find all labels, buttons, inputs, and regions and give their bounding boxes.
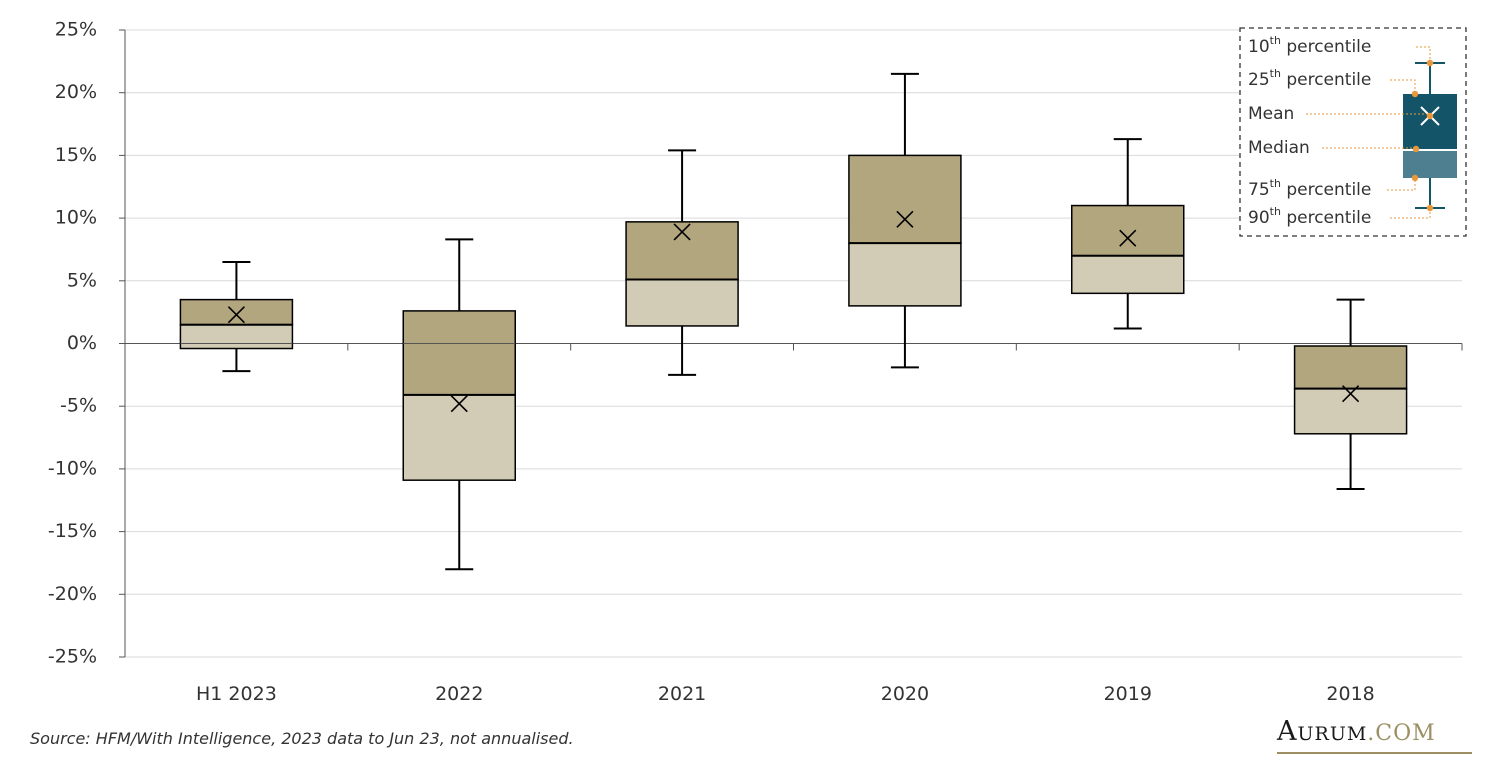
y-tick-label: -25% — [48, 646, 97, 668]
mean-marker — [1119, 229, 1137, 247]
box-h1-2023 — [179, 260, 294, 373]
box-2020 — [848, 72, 962, 369]
legend: 10th percentile 25th percentile Mean Median… — [1239, 27, 1467, 237]
legend-label: Median — [1248, 138, 1310, 158]
legend-dot — [1412, 145, 1420, 153]
x-tick-label: 2018 — [1326, 683, 1374, 705]
y-tick-label: 10% — [55, 207, 97, 229]
lower-quartile-box — [848, 242, 962, 307]
x-tick-label: 2021 — [658, 683, 706, 705]
y-tick-label: -15% — [48, 520, 97, 542]
x-tick-label: H1 2023 — [196, 683, 277, 705]
source-note: Source: HFM/With Intelligence, 2023 data… — [30, 729, 574, 748]
legend-leader — [1387, 178, 1416, 191]
y-tick-label: -10% — [48, 457, 97, 479]
legend-leader — [1390, 208, 1431, 219]
lower-quartile-box — [179, 323, 294, 350]
y-tick-label: 15% — [55, 144, 97, 166]
lower-quartile-box — [1071, 254, 1185, 295]
box-series — [179, 72, 1408, 571]
box-2018 — [1293, 298, 1408, 490]
upper-quartile-box — [1293, 345, 1408, 390]
x-axis-ticks: H1 2023 2022 2021 2020 2019 2018 — [196, 683, 1375, 705]
mean-marker — [1342, 385, 1360, 403]
y-tick-label: -20% — [48, 583, 97, 605]
legend-dot — [1426, 204, 1434, 212]
legend-label: Mean — [1248, 104, 1294, 124]
legend-label: 10th percentile — [1248, 34, 1371, 57]
lower-quartile-box — [402, 394, 516, 481]
mean-marker — [450, 395, 468, 413]
mean-marker — [896, 210, 914, 228]
x-tick-label: 2022 — [435, 683, 483, 705]
legend-label: 25th percentile — [1248, 67, 1371, 90]
lower-quartile-box — [625, 278, 739, 327]
upper-quartile-box — [402, 310, 516, 396]
legend-upper-box — [1403, 94, 1457, 149]
box-2022 — [402, 238, 516, 571]
legend-dot — [1411, 174, 1419, 182]
legend-label: 90th percentile — [1248, 205, 1371, 228]
x-tick-label: 2020 — [881, 683, 929, 705]
legend-dot — [1426, 112, 1434, 120]
axes — [119, 29, 1463, 658]
lower-quartile-box — [1293, 387, 1408, 435]
y-tick-label: 0% — [67, 332, 97, 354]
logo-main-text: Aurum — [1277, 716, 1368, 747]
y-tick-label: 20% — [55, 81, 97, 103]
legend-dot — [1411, 90, 1419, 98]
legend-leader — [1416, 46, 1431, 63]
upper-quartile-box — [625, 221, 739, 281]
legend-dot — [1426, 59, 1434, 67]
grid-lines — [125, 29, 1462, 658]
legend-lower-box — [1403, 151, 1457, 178]
logo-dot-text: .COM — [1367, 721, 1436, 746]
upper-quartile-box — [1071, 204, 1185, 257]
box-2021 — [625, 149, 739, 376]
aurum-logo: Aurum.COM — [1277, 716, 1472, 754]
legend-label: 75th percentile — [1248, 177, 1371, 200]
upper-quartile-box — [848, 154, 962, 244]
y-tick-label: -5% — [60, 395, 97, 417]
y-axis-ticks: 25% 20% 15% 10% 5% 0% -5% -10% -15% -20% -25% — [48, 19, 97, 668]
mean-marker — [673, 223, 691, 241]
box-2019 — [1071, 138, 1185, 330]
x-tick-label: 2019 — [1104, 683, 1152, 705]
y-tick-label: 5% — [67, 269, 97, 291]
legend-leader — [1390, 79, 1416, 94]
upper-quartile-box — [179, 298, 294, 326]
mean-marker — [227, 306, 245, 324]
y-tick-label: 25% — [55, 19, 97, 41]
